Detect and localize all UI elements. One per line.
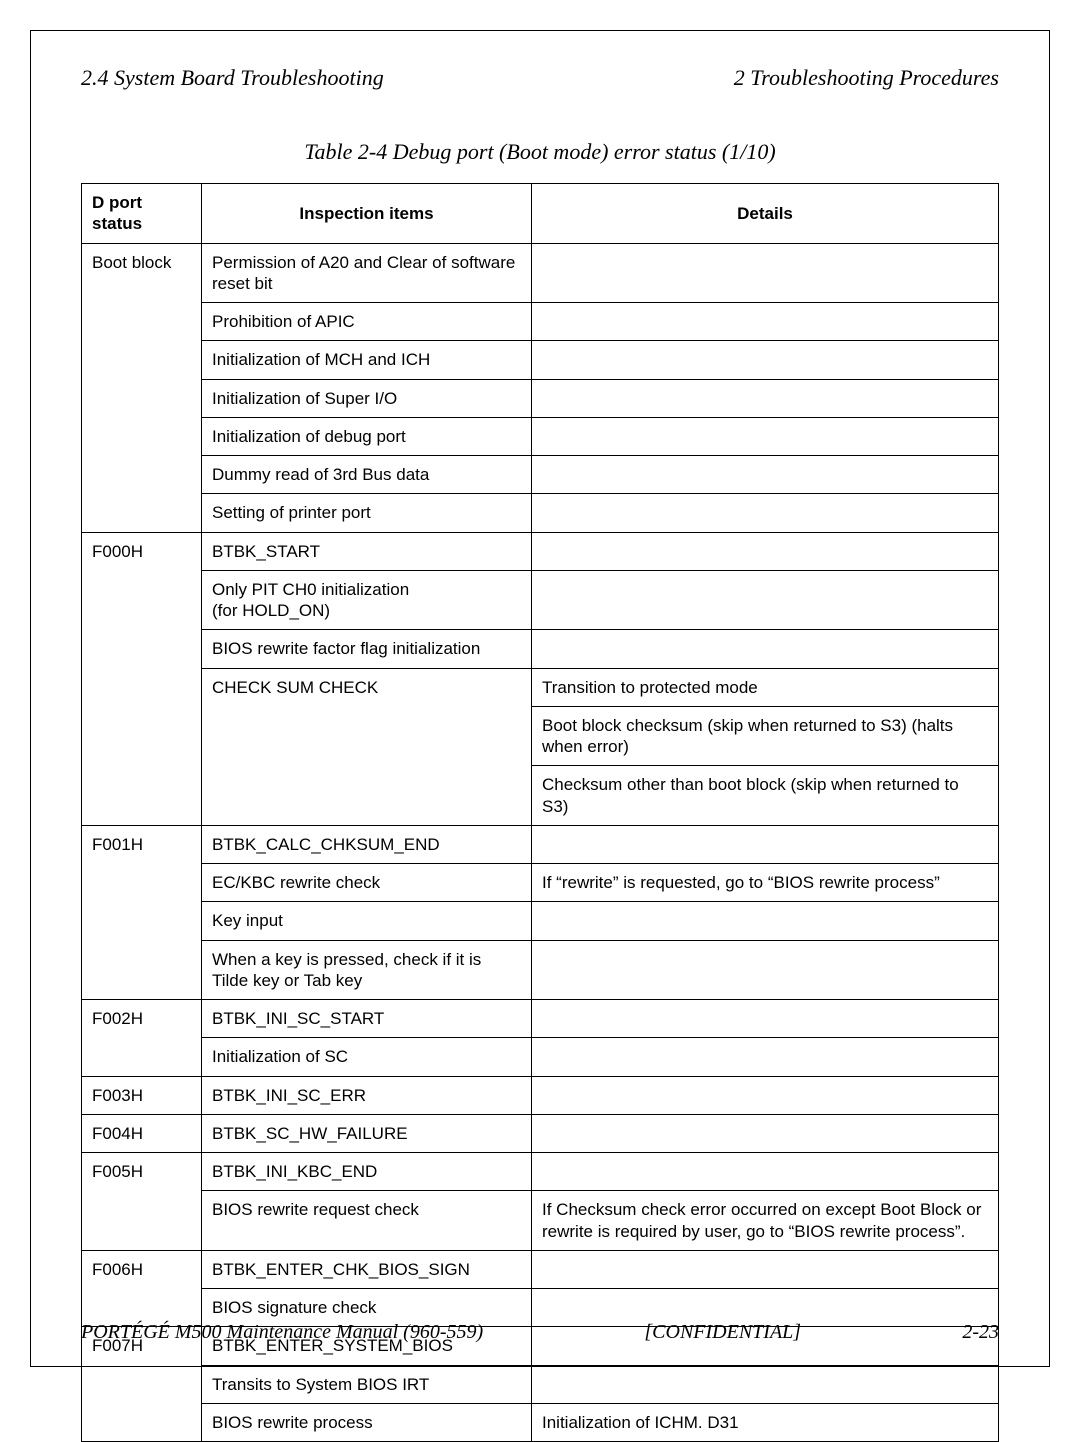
cell-status: F001H [82, 825, 202, 999]
cell-inspection: Initialization of Super I/O [202, 379, 532, 417]
col-header-inspection: Inspection items [202, 184, 532, 244]
table-row: Dummy read of 3rd Bus data [82, 456, 999, 494]
table-row: Initialization of MCH and ICH [82, 341, 999, 379]
cell-inspection: Key input [202, 902, 532, 940]
cell-details: If “rewrite” is requested, go to “BIOS r… [532, 864, 999, 902]
cell-inspection: BTBK_START [202, 532, 532, 570]
table-row: F002HBTBK_INI_SC_START [82, 1000, 999, 1038]
table-caption: Table 2-4 Debug port (Boot mode) error s… [81, 139, 999, 165]
table-row: BIOS rewrite factor flag initialization [82, 630, 999, 668]
cell-details [532, 303, 999, 341]
cell-inspection: Initialization of SC [202, 1038, 532, 1076]
cell-inspection: EC/KBC rewrite check [202, 864, 532, 902]
cell-inspection: BTBK_INI_SC_START [202, 1000, 532, 1038]
cell-details [532, 1114, 999, 1152]
cell-details: Boot block checksum (skip when returned … [532, 706, 999, 766]
table-header-row: D port status Inspection items Details [82, 184, 999, 244]
cell-status: F003H [82, 1076, 202, 1114]
cell-inspection: Permission of A20 and Clear of software … [202, 243, 532, 303]
cell-inspection: When a key is pressed, check if it is Ti… [202, 940, 532, 1000]
table-row: BIOS rewrite processInitialization of IC… [82, 1403, 999, 1441]
cell-details [532, 825, 999, 863]
cell-details [532, 243, 999, 303]
footer-left: PORTÉGÉ M500 Maintenance Manual (960-559… [81, 1321, 483, 1344]
cell-inspection: CHECK SUM CHECK [202, 668, 532, 825]
cell-status: Boot block [82, 243, 202, 532]
cell-details: Initialization of ICHM. D31 [532, 1403, 999, 1441]
table-row: Initialization of Super I/O [82, 379, 999, 417]
table-row: Setting of printer port [82, 494, 999, 532]
table-body: Boot blockPermission of A20 and Clear of… [82, 243, 999, 1442]
cell-details [532, 570, 999, 630]
col-header-status: D port status [82, 184, 202, 244]
cell-inspection: Prohibition of APIC [202, 303, 532, 341]
cell-inspection: Transits to System BIOS IRT [202, 1365, 532, 1403]
cell-inspection: Initialization of MCH and ICH [202, 341, 532, 379]
cell-inspection: BTBK_SC_HW_FAILURE [202, 1114, 532, 1152]
cell-details [532, 1076, 999, 1114]
cell-details [532, 456, 999, 494]
cell-details [532, 902, 999, 940]
cell-details [532, 940, 999, 1000]
cell-details: If Checksum check error occurred on exce… [532, 1191, 999, 1251]
debug-port-table: D port status Inspection items Details B… [81, 183, 999, 1442]
cell-details [532, 1000, 999, 1038]
cell-details [532, 532, 999, 570]
cell-inspection: BIOS rewrite process [202, 1403, 532, 1441]
table-row: Prohibition of APIC [82, 303, 999, 341]
cell-inspection: Initialization of debug port [202, 417, 532, 455]
cell-inspection: BTBK_CALC_CHKSUM_END [202, 825, 532, 863]
cell-details [532, 1365, 999, 1403]
table-row: BIOS rewrite request checkIf Checksum ch… [82, 1191, 999, 1251]
cell-inspection: BIOS rewrite request check [202, 1191, 532, 1251]
table-row: Only PIT CH0 initialization(for HOLD_ON) [82, 570, 999, 630]
table-row: When a key is pressed, check if it is Ti… [82, 940, 999, 1000]
table-row: F000HBTBK_START [82, 532, 999, 570]
cell-inspection: Dummy read of 3rd Bus data [202, 456, 532, 494]
table-row: Boot blockPermission of A20 and Clear of… [82, 243, 999, 303]
cell-details [532, 1038, 999, 1076]
page-frame: 2.4 System Board Troubleshooting 2 Troub… [30, 30, 1050, 1367]
cell-details [532, 630, 999, 668]
table-row: EC/KBC rewrite checkIf “rewrite” is requ… [82, 864, 999, 902]
table-row: Initialization of debug port [82, 417, 999, 455]
table-row: Key input [82, 902, 999, 940]
cell-inspection: BTBK_INI_KBC_END [202, 1153, 532, 1191]
cell-inspection: Only PIT CH0 initialization(for HOLD_ON) [202, 570, 532, 630]
cell-inspection: Setting of printer port [202, 494, 532, 532]
table-row: F006HBTBK_ENTER_CHK_BIOS_SIGN [82, 1250, 999, 1288]
table-row: Transits to System BIOS IRT [82, 1365, 999, 1403]
header-right: 2 Troubleshooting Procedures [734, 65, 999, 91]
cell-details [532, 417, 999, 455]
cell-status: F006H [82, 1250, 202, 1327]
table-row: F004HBTBK_SC_HW_FAILURE [82, 1114, 999, 1152]
header-left: 2.4 System Board Troubleshooting [81, 65, 384, 91]
table-row: Initialization of SC [82, 1038, 999, 1076]
cell-inspection: BIOS rewrite factor flag initialization [202, 630, 532, 668]
cell-status: F004H [82, 1114, 202, 1152]
cell-details [532, 341, 999, 379]
cell-status: F002H [82, 1000, 202, 1077]
cell-details [532, 494, 999, 532]
footer-right: 2-23 [962, 1321, 999, 1344]
cell-inspection: BTBK_ENTER_CHK_BIOS_SIGN [202, 1250, 532, 1288]
cell-details [532, 379, 999, 417]
footer-center: [CONFIDENTIAL] [644, 1321, 801, 1344]
cell-inspection: BTBK_INI_SC_ERR [202, 1076, 532, 1114]
col-header-details: Details [532, 184, 999, 244]
table-row: CHECK SUM CHECKTransition to protected m… [82, 668, 999, 706]
cell-details: Checksum other than boot block (skip whe… [532, 766, 999, 826]
cell-details [532, 1153, 999, 1191]
page-footer: PORTÉGÉ M500 Maintenance Manual (960-559… [81, 1321, 999, 1344]
cell-status: F005H [82, 1153, 202, 1251]
cell-details: Transition to protected mode [532, 668, 999, 706]
table-row: F003HBTBK_INI_SC_ERR [82, 1076, 999, 1114]
cell-details [532, 1250, 999, 1288]
table-row: F005HBTBK_INI_KBC_END [82, 1153, 999, 1191]
page-header: 2.4 System Board Troubleshooting 2 Troub… [81, 65, 999, 91]
cell-status: F000H [82, 532, 202, 825]
table-row: F001HBTBK_CALC_CHKSUM_END [82, 825, 999, 863]
